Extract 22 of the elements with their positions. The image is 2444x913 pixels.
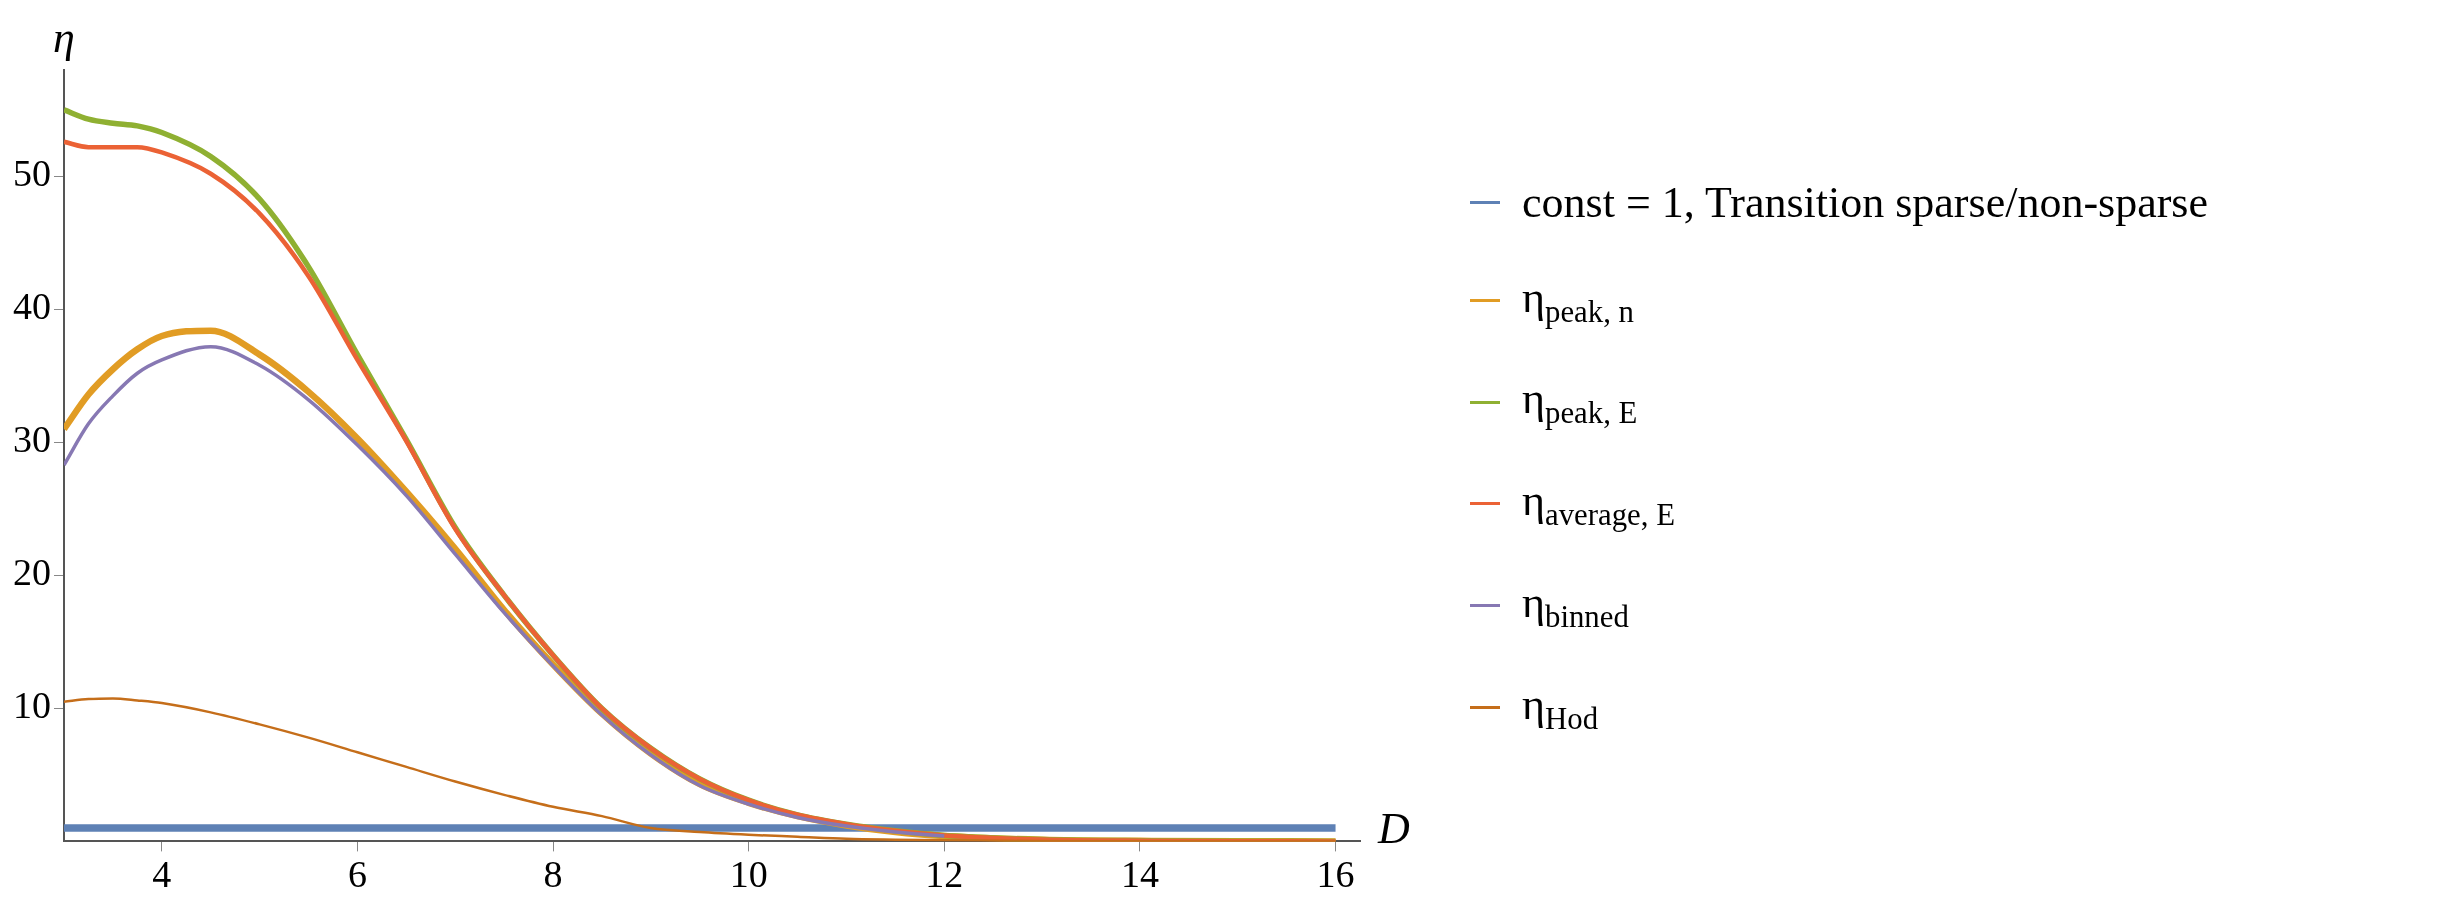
x-tick-label: 12 (925, 853, 964, 896)
y-tick-label: 40 (13, 285, 51, 328)
legend-label: η$_{Hod}$ (1522, 678, 1599, 737)
y-tick-label: 50 (13, 152, 51, 195)
line-series (64, 344, 947, 838)
legend-label: η$_{peak, E}$ (1522, 373, 1638, 432)
legend-label: η$_{binned}$ (1522, 576, 1629, 635)
x-tick-label: 8 (543, 853, 563, 896)
legend-label: η$_{average, E}$ (1522, 475, 1675, 533)
legend-label: const = 1, Transition sparse/non-sparse (1522, 176, 2208, 228)
line-series (64, 697, 1337, 842)
y-tick-label: 10 (13, 684, 51, 727)
x-tick-label: 14 (1120, 853, 1159, 896)
legend-label: η$_{peak, n}$ (1522, 271, 1634, 330)
y-tick-label: 20 (13, 551, 51, 594)
y-axis-title: η (53, 12, 75, 62)
x-tick-label: 16 (1316, 853, 1355, 896)
y-tick-label: 30 (13, 418, 51, 461)
x-tick-label: 4 (152, 853, 172, 896)
x-tick-label: 10 (729, 853, 768, 896)
x-tick-label: 6 (347, 853, 367, 896)
x-axis-title: D (1377, 803, 1410, 853)
